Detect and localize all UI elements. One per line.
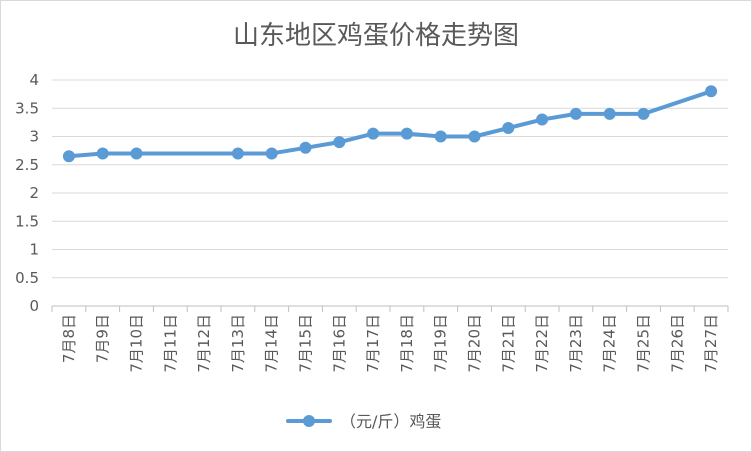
data-point-7月23日 (569, 107, 582, 120)
y-tick-label-2.5: 2.5 (15, 156, 39, 174)
x-tick-label: 7月12日 (195, 314, 213, 373)
x-tick-label: 7月22日 (533, 314, 551, 373)
series-line (66, 89, 714, 159)
series-line-group (62, 85, 718, 163)
y-tick-label-0.5: 0.5 (15, 269, 39, 287)
x-tick-label: 7月19日 (432, 314, 450, 373)
x-tick-label: 7月16日 (330, 314, 348, 373)
x-tick-label: 7月13日 (229, 314, 247, 373)
y-tick-label-4: 4 (29, 71, 39, 89)
y-axis-ticks: 0 0.5 1 1.5 2 2.5 3 3.5 4 (15, 71, 39, 315)
data-point-7月9日 (96, 147, 109, 160)
data-point-7月15日 (299, 141, 312, 154)
data-point-7月13日 (231, 147, 244, 160)
x-tick-label: 7月20日 (466, 314, 484, 373)
legend-marker (303, 415, 315, 427)
x-tick-label: 7月27日 (702, 314, 720, 373)
data-point-7月20日 (468, 130, 481, 143)
data-point-7月27日 (705, 85, 718, 98)
x-tick-label: 7月14日 (263, 314, 281, 373)
data-point-7月21日 (502, 122, 515, 135)
x-tick-label: 7月24日 (601, 314, 619, 373)
x-tick-label: 7月18日 (398, 314, 416, 373)
y-tick-label-3.5: 3.5 (15, 99, 39, 117)
x-tick-label: 7月9日 (94, 314, 112, 363)
data-point-7月17日 (367, 127, 380, 140)
x-tick-label: 7月21日 (499, 314, 517, 373)
data-point-7月25日 (637, 107, 650, 120)
y-tick-label-3: 3 (29, 128, 39, 146)
x-tick-label: 7月26日 (668, 314, 686, 373)
x-tick-label: 7月25日 (635, 314, 653, 373)
data-point-7月16日 (333, 136, 346, 149)
x-tick-label: 7月11日 (161, 314, 179, 373)
data-point-7月18日 (400, 127, 413, 140)
x-tick-label: 7月8日 (60, 314, 78, 363)
x-tick-label: 7月17日 (364, 314, 382, 373)
y-tick-label-2: 2 (29, 184, 39, 202)
y-tick-label-0: 0 (29, 297, 39, 315)
legend: （元/斤）鸡蛋 (286, 412, 441, 431)
data-point-7月19日 (434, 130, 447, 143)
data-point-7月22日 (536, 113, 549, 126)
data-point-7月24日 (603, 107, 616, 120)
data-point-7月8日 (62, 150, 75, 163)
x-tick-label: 7月15日 (297, 314, 315, 373)
x-tick-label: 7月10日 (128, 314, 146, 373)
legend-label: （元/斤）鸡蛋 (340, 412, 441, 431)
chart-title: 山东地区鸡蛋价格走势图 (233, 21, 519, 51)
y-tick-label-1.5: 1.5 (15, 212, 39, 230)
data-point-7月14日 (265, 147, 278, 160)
x-axis: 7月8日 7月9日 7月10日 7月11日 7月12日 7月13日 7月14日 7月15日 7月… (51, 306, 729, 373)
y-tick-label-1: 1 (29, 241, 39, 259)
data-point-7月10日 (130, 147, 143, 160)
x-tick-label: 7月23日 (567, 314, 585, 373)
grid-lines (52, 79, 728, 307)
